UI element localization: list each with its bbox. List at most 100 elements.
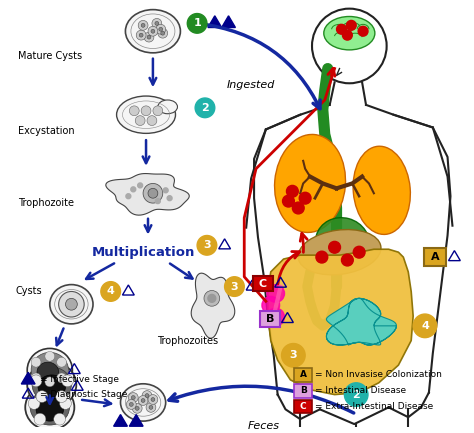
Circle shape	[148, 394, 158, 404]
Circle shape	[163, 188, 168, 193]
FancyBboxPatch shape	[260, 311, 280, 327]
Circle shape	[55, 391, 67, 402]
Circle shape	[151, 29, 155, 33]
Text: = Extra-Intestinal Disease: = Extra-Intestinal Disease	[315, 402, 433, 411]
Circle shape	[155, 199, 160, 204]
Text: B: B	[265, 314, 274, 324]
Circle shape	[31, 373, 41, 383]
Text: 2: 2	[201, 103, 209, 113]
Circle shape	[337, 24, 346, 34]
Circle shape	[45, 377, 55, 387]
Ellipse shape	[316, 218, 369, 267]
Circle shape	[153, 106, 163, 116]
Circle shape	[139, 33, 143, 37]
Circle shape	[225, 277, 244, 296]
Circle shape	[143, 184, 163, 203]
Circle shape	[167, 196, 172, 200]
Polygon shape	[208, 16, 222, 28]
Text: 4: 4	[421, 321, 429, 331]
Ellipse shape	[27, 362, 76, 407]
Text: 1: 1	[193, 18, 201, 29]
Circle shape	[267, 284, 284, 302]
Ellipse shape	[38, 375, 65, 398]
Circle shape	[267, 308, 284, 326]
Circle shape	[346, 20, 356, 30]
Text: = Diagnostic Stage: = Diagnostic Stage	[40, 390, 128, 399]
Circle shape	[135, 116, 145, 126]
Ellipse shape	[117, 96, 175, 133]
Circle shape	[138, 20, 148, 30]
Polygon shape	[114, 414, 128, 426]
Circle shape	[30, 375, 42, 387]
Text: = Non Invasise Colonization: = Non Invasise Colonization	[315, 371, 442, 379]
Circle shape	[156, 24, 166, 34]
Circle shape	[147, 116, 157, 126]
Circle shape	[65, 298, 77, 310]
Circle shape	[197, 236, 217, 255]
Circle shape	[101, 281, 120, 301]
Text: A: A	[300, 371, 307, 379]
Polygon shape	[327, 298, 396, 345]
Polygon shape	[21, 372, 35, 384]
Circle shape	[31, 357, 41, 367]
Circle shape	[159, 27, 163, 31]
Text: Ingested: Ingested	[227, 80, 275, 90]
FancyBboxPatch shape	[253, 276, 273, 291]
Text: Trophozoites: Trophozoites	[157, 336, 218, 346]
Text: Cysts: Cysts	[16, 287, 42, 297]
Circle shape	[283, 195, 294, 207]
Ellipse shape	[36, 397, 64, 421]
Polygon shape	[106, 174, 189, 215]
Circle shape	[161, 31, 164, 35]
Ellipse shape	[32, 367, 72, 402]
Circle shape	[142, 391, 152, 401]
Circle shape	[148, 26, 158, 36]
Circle shape	[62, 375, 73, 387]
Circle shape	[151, 397, 155, 401]
Circle shape	[36, 391, 48, 402]
Circle shape	[262, 296, 280, 314]
Circle shape	[282, 343, 305, 367]
Text: = Intestinal Disease: = Intestinal Disease	[315, 386, 406, 395]
Circle shape	[147, 35, 151, 39]
Circle shape	[45, 352, 55, 361]
Circle shape	[28, 397, 40, 409]
Ellipse shape	[120, 384, 166, 421]
Circle shape	[127, 400, 136, 409]
Circle shape	[132, 404, 142, 413]
Circle shape	[131, 187, 136, 192]
Circle shape	[141, 23, 145, 27]
Circle shape	[292, 202, 304, 214]
Circle shape	[57, 373, 66, 383]
Circle shape	[57, 357, 66, 367]
Text: = Infective Stage: = Infective Stage	[40, 375, 119, 385]
Text: Mature Cysts: Mature Cysts	[18, 51, 82, 61]
Circle shape	[341, 254, 353, 266]
FancyBboxPatch shape	[294, 368, 312, 382]
Circle shape	[155, 21, 159, 26]
Text: B: B	[300, 386, 307, 395]
Text: C: C	[300, 402, 307, 411]
Ellipse shape	[298, 229, 381, 275]
Circle shape	[316, 251, 328, 263]
Circle shape	[126, 194, 131, 199]
Circle shape	[286, 185, 298, 197]
Ellipse shape	[27, 349, 73, 392]
Circle shape	[141, 106, 151, 116]
Circle shape	[187, 13, 207, 33]
Circle shape	[60, 397, 72, 409]
Circle shape	[141, 398, 145, 402]
Circle shape	[328, 241, 340, 253]
Text: Trophozoite: Trophozoite	[18, 198, 74, 208]
Circle shape	[149, 405, 153, 409]
Ellipse shape	[25, 385, 74, 430]
Circle shape	[54, 413, 65, 425]
Circle shape	[158, 28, 168, 38]
Ellipse shape	[158, 100, 177, 114]
Text: 4: 4	[107, 287, 115, 297]
FancyBboxPatch shape	[294, 384, 312, 397]
Text: 2: 2	[352, 390, 360, 400]
FancyBboxPatch shape	[294, 400, 312, 413]
Circle shape	[59, 291, 84, 317]
Circle shape	[413, 314, 437, 338]
